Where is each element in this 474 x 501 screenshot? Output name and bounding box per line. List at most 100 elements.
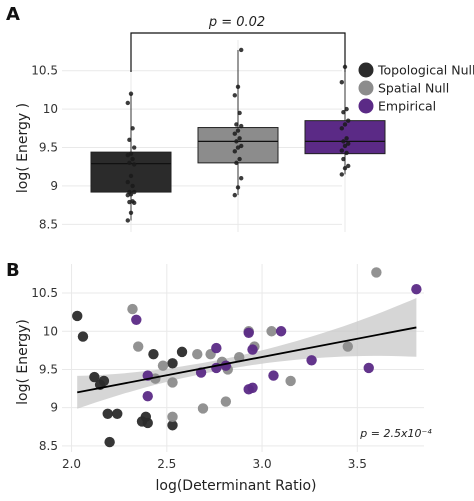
scatter-point	[167, 411, 178, 423]
scatter-point	[148, 348, 159, 360]
box-topological-null	[90, 91, 172, 223]
scatter-point	[157, 360, 169, 371]
scatter-point	[192, 348, 203, 360]
scatter-point	[176, 346, 188, 358]
legend-label-spatial-null: Spatial Null	[378, 81, 449, 96]
scatter-point	[133, 341, 144, 352]
data-point	[125, 218, 130, 223]
y-tick-label: 10.5	[31, 64, 58, 78]
box-empirical	[304, 64, 386, 177]
confidence-band-area	[77, 298, 417, 409]
scatter-point	[98, 375, 110, 387]
scatter-point	[167, 377, 178, 388]
data-point	[130, 199, 135, 204]
panel-a-label: A	[6, 4, 20, 25]
scatter-point	[285, 375, 296, 387]
data-point	[239, 143, 244, 149]
legend-swatch-empirical	[358, 98, 374, 114]
scatter-point	[268, 370, 279, 381]
fit-line	[77, 326, 417, 394]
scatter-point	[306, 355, 317, 366]
scatter-point	[167, 420, 178, 431]
data-point	[342, 166, 348, 171]
panel-b-x-ticks: 2.0 2.5 3.0 3.5	[62, 457, 367, 471]
scatter-point	[275, 326, 287, 337]
scatter-point	[72, 310, 83, 322]
data-point	[232, 93, 237, 98]
data-point	[239, 47, 244, 53]
scatter-point	[211, 342, 222, 354]
scatter-point	[411, 284, 422, 295]
data-point	[128, 173, 134, 179]
data-point	[235, 84, 241, 90]
y-tick-label: 10	[43, 102, 58, 116]
data-point	[128, 210, 134, 215]
y-tick-label: 9	[50, 401, 58, 415]
data-point	[342, 143, 348, 149]
data-point	[341, 109, 346, 115]
x-tick-label: 3.0	[253, 457, 272, 471]
scatter-point	[131, 314, 142, 325]
panel-a-boxes	[90, 47, 386, 223]
scatter-point	[127, 303, 138, 315]
data-point	[234, 160, 239, 166]
data-point	[132, 145, 137, 150]
panel-a: A 8.5 9 9.5 10 10.5 log( Energy ) p = 0.02 T…	[6, 4, 474, 232]
data-point	[341, 139, 346, 144]
panel-a-y-axis-label: log( Energy )	[15, 103, 31, 193]
data-point	[130, 156, 135, 162]
data-point	[130, 183, 135, 189]
data-point	[342, 122, 348, 127]
data-point	[232, 131, 237, 136]
data-point	[346, 163, 351, 169]
scatter-point	[167, 358, 178, 369]
data-point	[346, 141, 351, 146]
scatter-point	[220, 396, 232, 407]
y-tick-label: 10	[43, 324, 58, 338]
data-point	[235, 128, 241, 133]
data-point	[239, 123, 244, 129]
legend-label-empirical: Empirical	[378, 99, 436, 114]
scatter-point	[342, 341, 353, 352]
x-tick-label: 2.5	[157, 457, 176, 471]
panel-b-y-ticks: 8.5 9 9.5 10 10.5	[31, 286, 58, 453]
data-point	[339, 172, 344, 177]
scatter-point	[371, 267, 382, 278]
panel-b: B 8.5 9 9.5 10 10.5 2.0 2.5 3.0 3.5 log( Energy…	[6, 260, 432, 494]
x-tick-label: 2.0	[62, 457, 81, 471]
scatter-point	[243, 327, 254, 338]
data-point	[344, 136, 349, 141]
y-tick-label: 8.5	[39, 217, 58, 231]
scatter-point	[220, 360, 232, 371]
legend: Topological Null Spatial Null Empirical	[358, 62, 474, 114]
y-tick-label: 8.5	[39, 439, 58, 453]
series-topological-null	[72, 310, 188, 448]
data-point	[342, 64, 348, 70]
data-point	[127, 160, 132, 166]
panel-b-p-value: p = 2.5x10⁻⁴	[359, 427, 432, 440]
data-point	[237, 110, 242, 116]
scatter-point	[89, 371, 100, 383]
scatter-point	[142, 417, 153, 429]
scatter-point	[247, 382, 258, 394]
data-point	[344, 106, 349, 112]
data-point	[234, 122, 239, 127]
data-point	[132, 162, 137, 167]
panel-b-y-axis-label: log( Energy)	[15, 319, 31, 405]
data-point	[339, 148, 344, 153]
data-point	[237, 156, 242, 162]
significance-bracket	[130, 32, 346, 72]
data-point	[339, 80, 344, 85]
y-tick-label: 9.5	[39, 362, 58, 376]
data-point	[128, 91, 134, 96]
x-tick-label: 3.5	[348, 457, 367, 471]
data-point	[132, 189, 137, 195]
data-point	[125, 179, 130, 185]
scatter-point	[363, 362, 374, 374]
scatter-point	[112, 408, 123, 419]
panel-b-label: B	[6, 260, 20, 281]
panel-a-p-value: p = 0.02	[208, 15, 265, 30]
series-spatial-null	[127, 267, 382, 423]
y-tick-label: 9	[50, 179, 58, 193]
